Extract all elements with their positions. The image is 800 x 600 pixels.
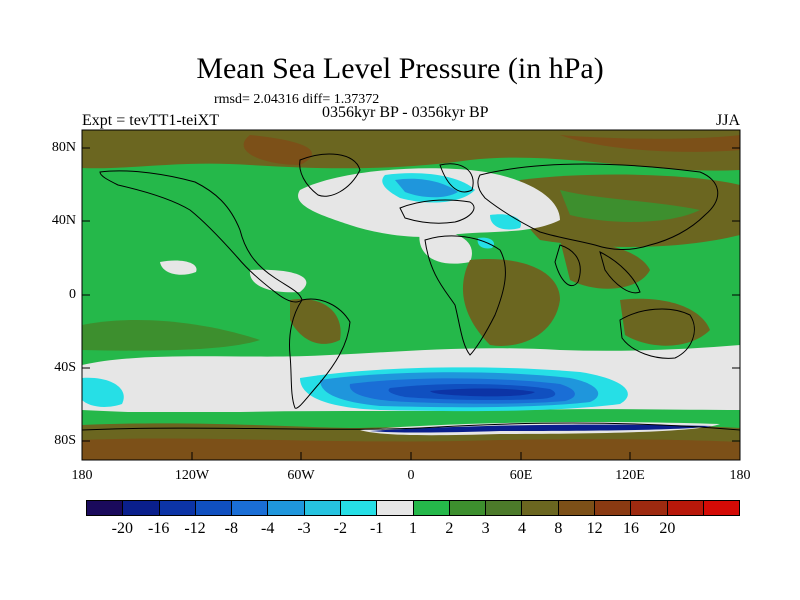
coast-north-america	[99, 170, 303, 303]
stats-label: rmsd= 2.04316 diff= 1.37372	[214, 92, 380, 107]
npac-white	[160, 260, 197, 275]
subtitle: 0356kyr BP - 0356kyr BP	[322, 104, 489, 121]
colorbar-label: 3	[481, 520, 490, 537]
europe-cyan-2	[490, 214, 521, 230]
coast-south-america	[289, 298, 351, 409]
lon-label: 180	[729, 468, 751, 483]
colorbar-label: -20	[111, 520, 133, 537]
colorbar-swatch	[522, 501, 559, 515]
so-cyan-west	[82, 377, 124, 407]
coast-india	[554, 244, 581, 287]
colorbar-label: -2	[333, 520, 347, 537]
colorbar-swatch	[413, 501, 450, 515]
colorbar-label: 4	[518, 520, 526, 537]
season-label: JJA	[716, 112, 741, 129]
lat-label: 80S	[54, 433, 76, 448]
australia-olive	[620, 298, 710, 346]
coast-se-asia	[599, 251, 641, 294]
experiment-label: Expt = tevTT1-teiXT	[82, 112, 219, 129]
colorbar-label: -12	[184, 520, 206, 537]
africa-olive	[462, 259, 560, 346]
coast-australia	[619, 308, 695, 359]
coastlines	[82, 153, 740, 431]
colorbar-swatch	[232, 501, 269, 515]
lat-label: 0	[69, 287, 76, 302]
na-white	[249, 269, 307, 293]
arctic-dark	[560, 135, 740, 152]
colorbar-swatch	[195, 501, 233, 515]
colorbar-swatch	[159, 501, 196, 515]
coast-africa	[424, 235, 506, 356]
lon-label: 60W	[287, 468, 315, 483]
colorbar-label: -1	[369, 520, 384, 537]
colorbar	[86, 500, 740, 516]
lat-label: 40S	[54, 360, 76, 375]
colorbar-label: -16	[147, 520, 170, 537]
lat-label: 80N	[51, 140, 76, 155]
colorbar-swatch	[87, 501, 124, 515]
colorbar-swatch	[304, 501, 341, 515]
europe-lightblue	[395, 178, 458, 198]
pacific-olive	[82, 320, 260, 351]
lon-label: 120E	[615, 468, 645, 483]
colorbar-label: -3	[297, 520, 311, 537]
so-green-strip	[82, 412, 740, 425]
colorbar-swatch	[486, 501, 523, 515]
colorbar-label: 16	[623, 520, 639, 537]
lon-label: 120W	[174, 468, 210, 483]
colorbar-swatch	[449, 501, 487, 515]
colorbar-swatch	[268, 501, 305, 515]
coast-scandinavia	[439, 163, 474, 193]
colorbar-label: 8	[554, 520, 563, 537]
antarctic-ring-blue	[370, 424, 712, 433]
lon-label: 180	[71, 468, 93, 483]
colorbar-swatch	[123, 501, 160, 515]
colorbar-swatch	[377, 501, 414, 515]
lon-label: 60E	[509, 468, 533, 483]
colorbar-label: 20	[659, 520, 676, 537]
arctic-dark	[243, 135, 312, 165]
colorbar-swatch	[703, 501, 740, 515]
lon-label: 0	[407, 468, 415, 483]
coast-greenland	[299, 153, 361, 197]
so-darkblue	[430, 388, 535, 397]
coast-antarctica	[82, 422, 740, 431]
coast-asia	[477, 163, 719, 250]
antarctica-brown	[82, 438, 740, 460]
colorbar-label: 12	[586, 520, 603, 537]
india-olive	[560, 240, 650, 289]
colorbar-label: 1	[409, 520, 417, 537]
siberia-green	[560, 190, 700, 222]
colorbar-label: -4	[260, 520, 275, 537]
colorbar-label: -8	[224, 520, 238, 537]
colorbar-swatch	[667, 501, 704, 515]
colorbar-swatch	[558, 501, 595, 515]
colorbar-swatch	[594, 501, 632, 515]
axis-ticks	[81, 147, 741, 460]
sam-olive	[290, 299, 341, 344]
colorbar-swatch	[631, 501, 668, 515]
coast-europe	[399, 199, 475, 224]
lat-label: 40N	[51, 213, 76, 228]
chart-title: Mean Sea Level Pressure (in hPa)	[196, 52, 604, 85]
colorbar-label: 2	[445, 520, 454, 537]
colorbar-swatch	[340, 501, 378, 515]
